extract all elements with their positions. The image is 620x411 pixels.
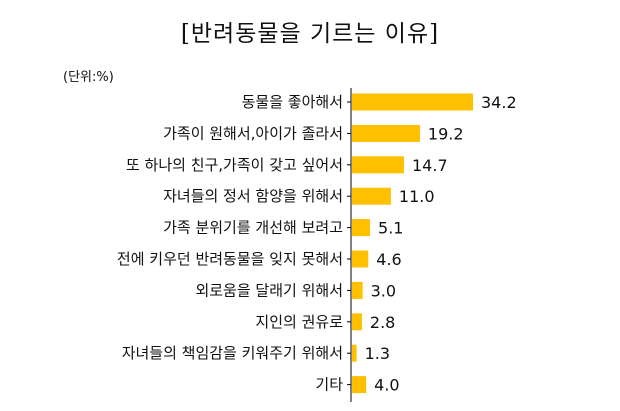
- bar: [352, 93, 473, 111]
- category-label: 자녀들의 정서 함양을 위해서: [163, 187, 343, 205]
- bar: [352, 187, 391, 205]
- category-label: 지인의 권유로: [255, 313, 343, 331]
- bar: [352, 124, 420, 142]
- value-label: 14.7: [412, 156, 448, 175]
- category-label: 가족이 원해서,아이가 졸라서: [163, 124, 343, 142]
- unit-label: (단위:%): [63, 70, 114, 85]
- value-label: 2.8: [370, 313, 395, 332]
- value-label: 1.3: [365, 344, 390, 363]
- category-label: 동물을 좋아해서: [242, 93, 343, 111]
- bar: [352, 376, 367, 394]
- bar: [352, 250, 369, 268]
- category-label: 또 하나의 친구,가족이 갖고 싶어서: [126, 156, 343, 174]
- bar: [352, 344, 357, 362]
- bar: [352, 156, 405, 174]
- value-label: 4.0: [374, 376, 399, 395]
- category-label: 가족 분위기를 개선해 보려고: [163, 219, 343, 237]
- category-label: 기타: [315, 376, 343, 394]
- value-label: 11.0: [399, 187, 435, 206]
- value-label: 4.6: [376, 250, 401, 269]
- category-label: 자녀들의 책임감을 키워주기 위해서: [122, 344, 343, 362]
- bar: [352, 219, 371, 237]
- value-label: 3.0: [371, 281, 396, 300]
- bar: [352, 281, 363, 299]
- chart-title: [반려동물을 기르는 이유]: [180, 21, 440, 47]
- bar: [352, 313, 362, 331]
- category-label: 전에 키우던 반려동물을 잊지 못해서: [117, 250, 343, 268]
- value-label: 34.2: [481, 93, 517, 112]
- category-label: 외로움을 달래기 위해서: [195, 281, 343, 299]
- value-label: 5.1: [378, 219, 403, 238]
- value-label: 19.2: [428, 124, 464, 143]
